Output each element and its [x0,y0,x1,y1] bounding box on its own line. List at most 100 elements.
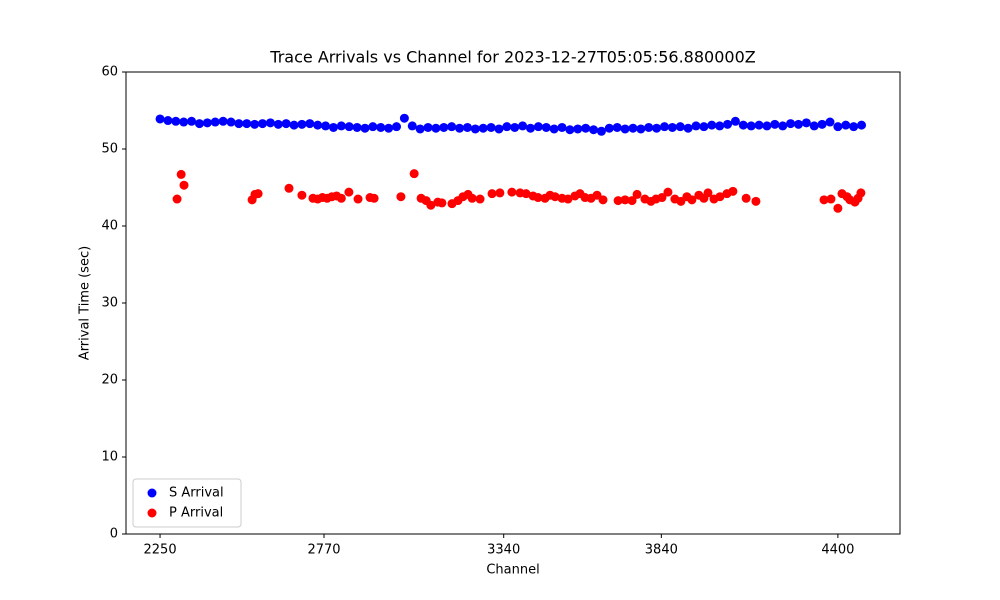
point [210,117,220,127]
point [384,123,394,133]
point [741,193,751,203]
point [344,122,354,132]
point [751,196,761,206]
point [281,119,291,129]
point [723,119,733,129]
point [336,121,346,131]
point [857,120,867,130]
point [801,118,811,128]
point [598,195,608,205]
point [407,121,417,131]
point [172,194,182,204]
point [396,192,406,202]
point [155,114,165,124]
point [613,196,623,206]
point [163,116,173,126]
point [467,193,477,203]
chart-title: Trace Arrivals vs Channel for 2023-12-27… [269,48,755,67]
x-tick-label: 2770 [307,543,340,558]
point [478,123,488,133]
point [746,121,756,131]
legend-label: P Arrival [169,506,223,521]
point [455,123,465,133]
point [253,189,263,199]
point [754,120,764,130]
point [663,187,673,197]
point [793,119,803,129]
point [541,122,551,132]
point [289,120,299,130]
point [352,122,362,132]
point [409,169,419,179]
point [284,183,294,193]
point [507,187,517,197]
point [321,121,331,131]
point [778,121,788,131]
point [557,122,567,132]
point [657,193,667,203]
point [636,124,646,134]
point [620,124,630,134]
point [703,188,713,198]
x-tick-label: 3340 [487,543,520,558]
point [495,188,505,198]
point [699,122,709,132]
point [336,193,346,203]
point [242,119,252,129]
x-axis-label: Channel [486,563,539,578]
point [258,119,268,129]
point [171,116,181,126]
point [604,123,614,133]
point [652,123,662,133]
point [462,122,472,132]
point [841,120,851,130]
point [273,119,283,129]
x-tick-label: 4400 [821,543,854,558]
point [502,122,512,132]
point [786,119,796,129]
point [344,187,354,197]
point [439,122,449,132]
point [762,121,772,131]
point [826,194,836,204]
point [525,123,535,133]
point [715,121,725,131]
point [533,193,543,203]
point [187,116,197,126]
point [817,119,827,129]
point [659,122,669,132]
point [581,123,591,133]
point [369,193,379,203]
point [833,122,843,132]
point [360,123,370,133]
point [202,118,212,128]
point [596,126,606,136]
point [620,195,630,205]
point [423,122,433,132]
point [549,124,559,134]
point [730,116,740,126]
point [297,119,307,129]
y-axis-label: Arrival Time (sec) [78,246,93,360]
point [691,121,701,131]
y-tick-label: 20 [101,373,118,388]
point [856,188,866,198]
point [627,196,637,206]
point [563,194,573,204]
point [521,189,531,199]
point [226,117,236,127]
point [494,124,504,134]
y-tick-label: 10 [101,450,118,465]
point [313,120,323,130]
point [486,122,496,132]
legend-label: S Arrival [169,486,224,501]
point [475,194,485,204]
point [533,122,543,132]
point [809,121,819,131]
point [728,186,738,196]
point [632,189,642,199]
point [179,180,189,190]
legend-box [132,478,242,528]
point [353,194,363,204]
